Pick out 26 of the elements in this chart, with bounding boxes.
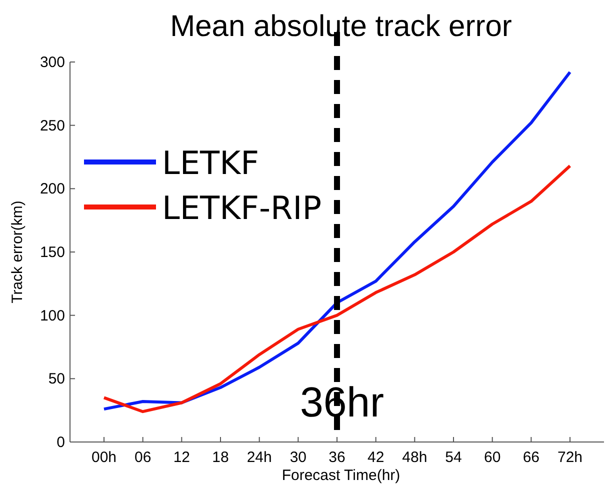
- x-tick-label: 54: [445, 449, 462, 466]
- y-tick-label: 100: [40, 307, 65, 324]
- legend-label: LETKF-RIP: [162, 189, 322, 227]
- y-tick-label: 300: [40, 54, 65, 71]
- ref-line-label: 36hr: [300, 378, 384, 426]
- y-axis-title: Track error(km): [9, 200, 26, 304]
- x-tick-label: 30: [290, 449, 307, 466]
- x-tick-label: 00h: [91, 449, 117, 466]
- x-tick-label: 60: [484, 449, 501, 466]
- x-tick-label: 72h: [557, 449, 583, 466]
- x-tick-label: 48h: [402, 449, 428, 466]
- x-tick-label: 66: [522, 449, 540, 466]
- x-tick-label: 06: [134, 449, 152, 466]
- chart-title: Mean absolute track error: [170, 10, 512, 43]
- x-tick-label: 24h: [246, 449, 272, 466]
- x-tick-label: 18: [212, 449, 229, 466]
- x-axis-title: Forecast Time(hr): [282, 467, 400, 484]
- x-tick-label: 36: [328, 449, 346, 466]
- y-tick-label: 150: [40, 244, 65, 261]
- x-tick-label: 42: [367, 449, 384, 466]
- y-tick-label: 250: [40, 117, 65, 134]
- y-tick-label: 0: [56, 434, 65, 451]
- y-tick-label: 200: [40, 180, 65, 198]
- y-tick-label: 50: [48, 370, 65, 388]
- legend-label: LETKF: [162, 144, 259, 182]
- x-tick-label: 12: [173, 449, 190, 466]
